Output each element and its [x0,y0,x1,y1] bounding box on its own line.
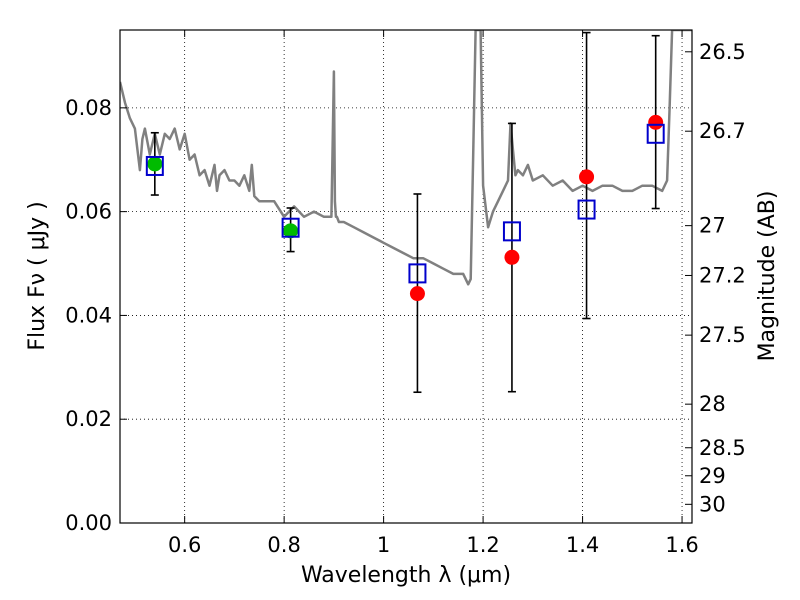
model-photometry-point [281,217,300,238]
x-tick-label: 1.4 [566,533,599,557]
y2-tick-label: 26.7 [699,119,746,143]
model-spectrum-line [120,30,692,286]
model-photometry-point [408,263,427,284]
observed-red-point [504,249,520,265]
observed-red-point [579,169,595,185]
y-tick-label: 0.02 [65,407,112,431]
plot-content [120,30,692,394]
axis-ticks: 0.6 0.8 1 1.2 1.4 1.6 0.00 0.02 0.04 0.06 0.08 26.5… [65,30,746,557]
y2-axis-title: Magnitude (AB) [755,191,780,362]
y2-tick-label: 27 [699,214,726,238]
y2-tick-label: 27.5 [699,323,746,347]
x-tick-label: 0.8 [267,533,300,557]
y-tick-label: 0.06 [65,200,112,224]
x-tick-label: 1.6 [665,533,698,557]
model-photometry-point [502,221,521,242]
model-photometry-point [646,123,665,144]
y-tick-label: 0.04 [65,303,112,327]
model-photometry-point [145,155,164,176]
observed-green-point [283,223,299,239]
y2-tick-label: 30 [699,492,726,516]
y-tick-label: 0.08 [65,96,112,120]
observed-green-point [147,156,163,172]
y-axis-title: Flux Fν ( μJy ) [25,201,50,350]
y2-tick-label: 28 [699,392,726,416]
grid-lines [120,30,692,524]
x-tick-label: 1.2 [466,533,499,557]
clipped-series [120,30,692,394]
y2-tick-label: 27.2 [699,263,746,287]
x-axis-title: Wavelength λ (μm) [301,563,511,588]
x-tick-label: 0.6 [168,533,201,557]
y2-tick-label: 28.5 [699,436,746,460]
y-tick-label: 0.00 [65,511,112,535]
model-photometry-point [577,199,596,220]
observed-red-point [648,114,664,130]
plot-frame [119,29,693,524]
y2-tick-label: 29 [699,464,726,488]
observed-red-point [409,286,425,302]
x-tick-label: 1 [377,533,390,557]
y2-tick-label: 26.5 [699,40,746,64]
